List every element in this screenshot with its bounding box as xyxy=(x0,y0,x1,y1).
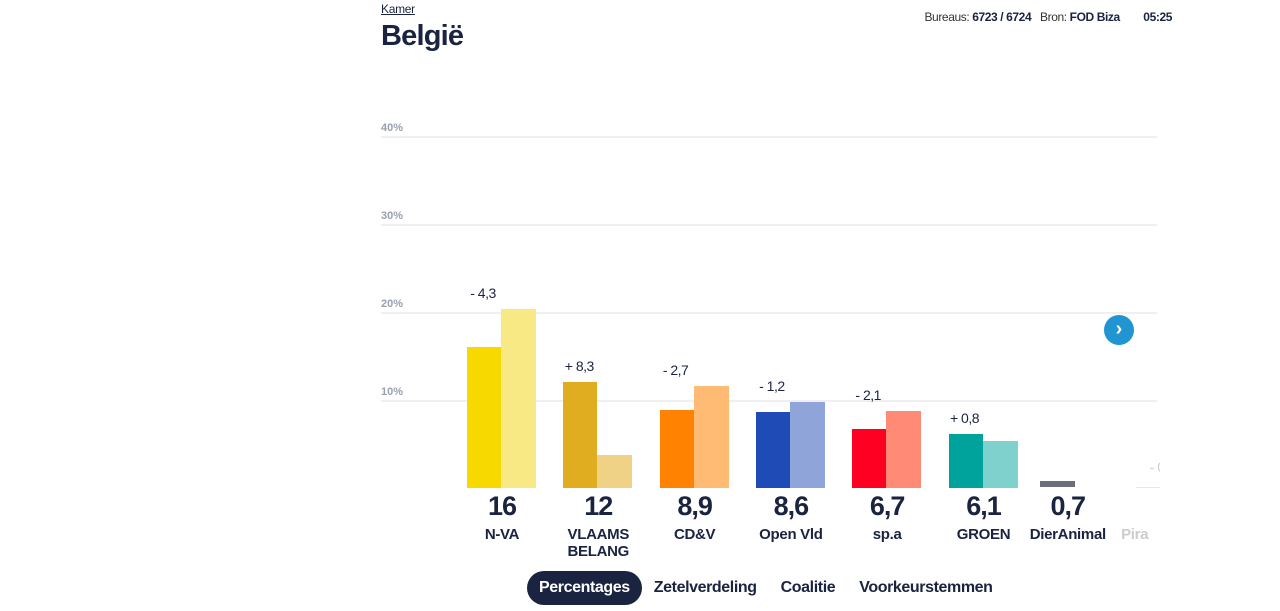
bar-current xyxy=(467,347,501,488)
tab-coalitie[interactable]: Coalitie xyxy=(780,579,836,596)
party-name: DierAnimal xyxy=(1029,526,1107,543)
tab-percentages[interactable]: Percentages xyxy=(527,571,642,605)
diff-label: + 8,3 xyxy=(564,358,595,375)
diff-label: - 2,1 xyxy=(855,386,881,403)
value-label: 6,7 xyxy=(869,491,906,521)
gridline-label: 40% xyxy=(381,122,404,134)
party-name: VLAAMS BELANG xyxy=(567,526,630,560)
breadcrumb-kamer[interactable]: Kamer xyxy=(381,2,415,16)
value-label: 8,6 xyxy=(773,491,810,521)
bar-previous xyxy=(982,441,1018,488)
value-label: 6,1 xyxy=(966,491,1002,521)
bar-previous xyxy=(789,401,825,488)
diff-label: - 2,7 xyxy=(662,361,689,378)
chevron-right-icon[interactable]: › xyxy=(1104,315,1134,345)
gridline xyxy=(381,312,1157,314)
results-chart: 40% 30% 20% 10% - 4,3 16 N-VA + 8,3 12 VLAAMS BEL… xyxy=(381,122,1160,560)
party-name: Open Vld xyxy=(759,526,823,543)
party-name: N-VA xyxy=(484,526,520,543)
value-label: 12 xyxy=(584,491,613,521)
gridline xyxy=(381,136,1157,138)
bar-current xyxy=(1039,481,1075,487)
bar-previous xyxy=(501,309,536,488)
party-name: Pira xyxy=(1121,526,1149,543)
bar-current xyxy=(948,434,983,488)
diff-label: - 4,3 xyxy=(470,285,496,302)
bar-current xyxy=(1136,487,1160,488)
gridline xyxy=(381,224,1157,226)
bar-previous xyxy=(886,410,922,488)
diff-label: + 0,8 xyxy=(949,410,980,427)
gridline xyxy=(381,400,1157,402)
bar-previous xyxy=(597,455,633,488)
bureaus-label: Bureaus: xyxy=(924,10,970,24)
party-name: GROEN xyxy=(956,526,1011,543)
bar-previous xyxy=(693,385,729,488)
results-meta: Bureaus: 6723 / 6724 Bron: FOD Biza 05:2… xyxy=(924,10,1172,24)
view-tabs: Percentages Zetelverdeling Coalitie Voor… xyxy=(527,571,1005,605)
party-name: sp.a xyxy=(872,526,902,543)
gridline-label: 20% xyxy=(381,298,404,310)
value-label: 0,7 xyxy=(1050,491,1087,521)
tab-zetelverdeling[interactable]: Zetelverdeling xyxy=(653,579,757,596)
bar-current xyxy=(563,382,598,488)
diff-label: - 0 xyxy=(1149,458,1160,475)
value-label: 8,9 xyxy=(677,491,713,521)
page-title: België xyxy=(381,20,464,52)
gridline-label: 30% xyxy=(381,210,404,222)
tab-voorkeurstemmen[interactable]: Voorkeurstemmen xyxy=(859,579,993,596)
bureaus-value: 6723 / 6724 xyxy=(972,10,1032,24)
gridline-label: 10% xyxy=(381,386,404,398)
party-name: CD&V xyxy=(673,526,716,543)
value-label: 16 xyxy=(487,491,517,521)
bar-current xyxy=(755,412,790,488)
time: 05:25 xyxy=(1143,10,1172,24)
source-value: FOD Biza xyxy=(1069,10,1121,24)
diff-label: - 1,2 xyxy=(759,377,785,394)
source-label: Bron: xyxy=(1040,10,1067,24)
bar-current xyxy=(852,429,887,488)
bar-current xyxy=(659,409,694,488)
